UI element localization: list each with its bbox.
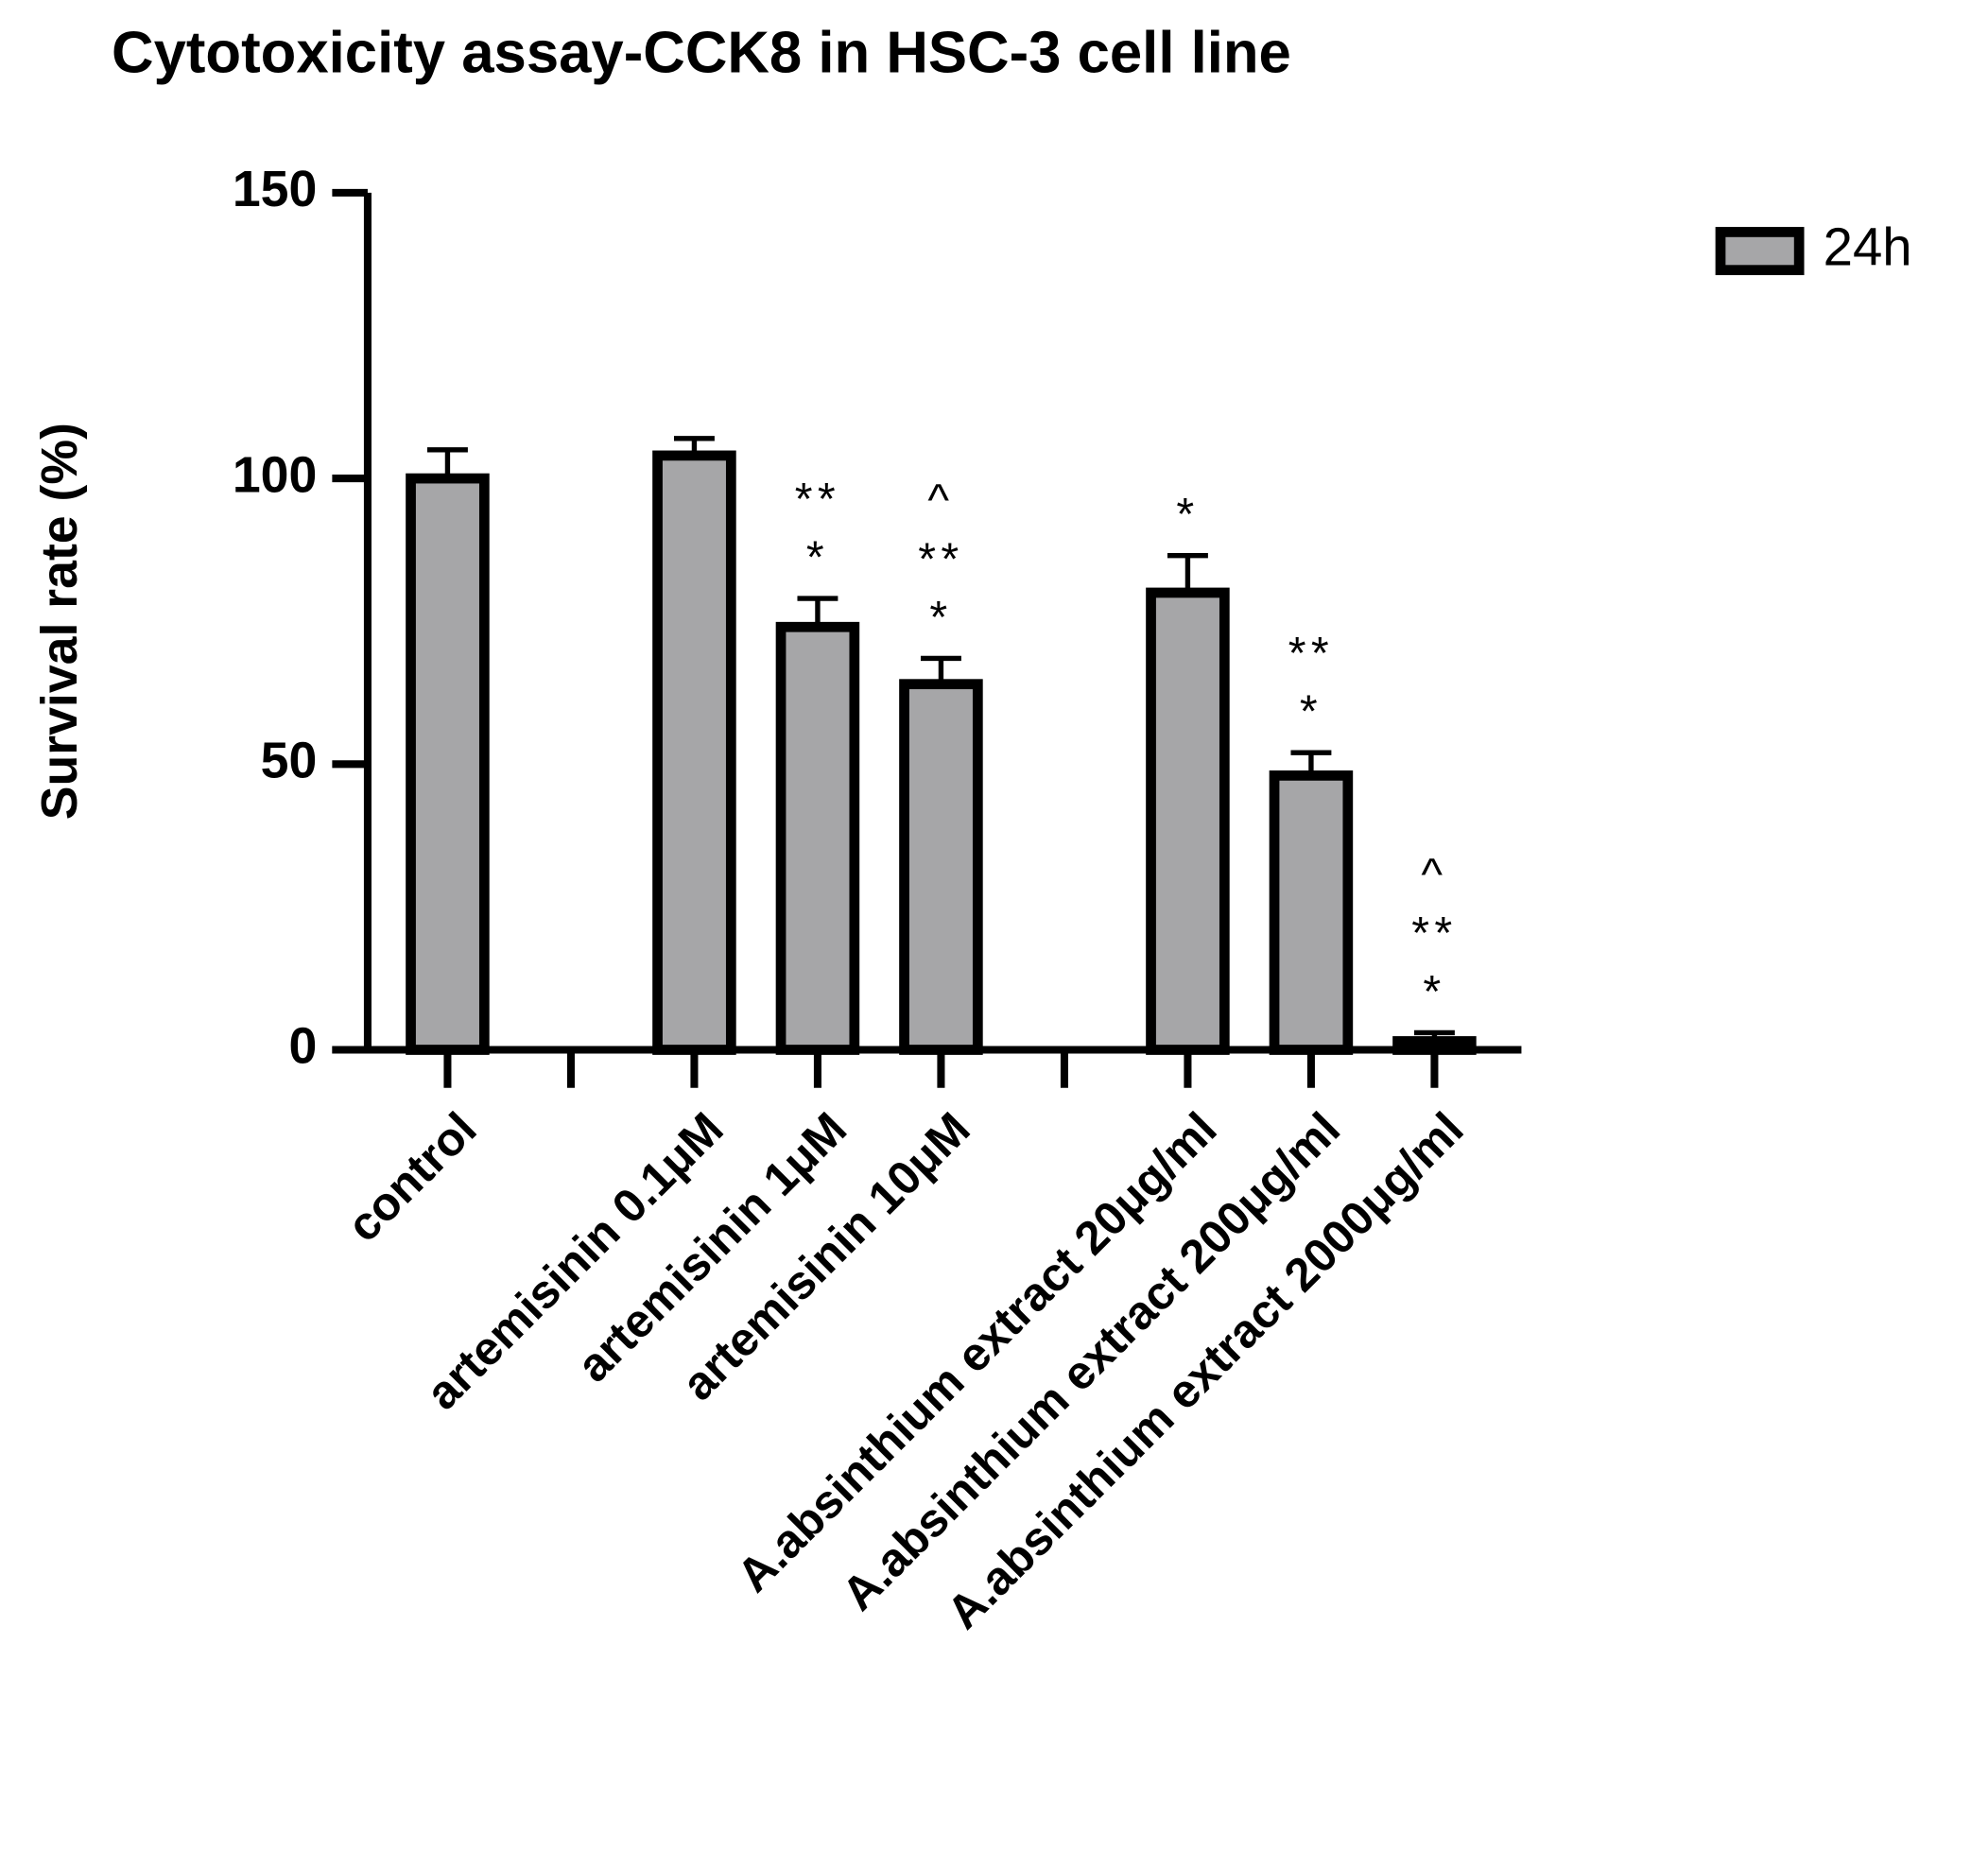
chart-title: Cytotoxicity assay-CCK8 in HSC-3 cell li… [112, 21, 1291, 86]
significance-mark: * [806, 532, 829, 583]
bar [1146, 587, 1230, 1055]
significance-mark: ** [795, 474, 840, 525]
significance-mark: * [1423, 966, 1445, 1017]
significance-mark: ^ [927, 476, 954, 527]
legend-swatch [1715, 227, 1805, 276]
bar [1392, 1036, 1477, 1055]
y-tick-label: 100 [233, 446, 317, 503]
significance-mark: ** [1411, 908, 1457, 959]
significance-mark: * [929, 592, 952, 643]
bar [899, 679, 983, 1055]
significance-mark: * [1300, 686, 1322, 737]
bar [652, 450, 736, 1055]
y-axis-label: Survival rate (%) [31, 423, 88, 820]
significance-mark: ** [1288, 628, 1334, 679]
significance-mark: * [1176, 489, 1199, 540]
y-tick-label: 150 [233, 161, 317, 217]
y-tick-label: 0 [288, 1018, 317, 1075]
significance-mark: ** [918, 533, 963, 584]
x-tick-label: control [337, 1102, 486, 1252]
plot: Cytotoxicity assay-CCK8 in HSC-3 cell li… [31, 21, 1911, 1639]
legend-label: 24h [1824, 216, 1912, 276]
bar [775, 621, 860, 1055]
significance-mark: ^ [1421, 850, 1447, 901]
bar [1269, 770, 1354, 1055]
x-tick-label: A.absinthium extract 2000μg/ml [937, 1102, 1474, 1639]
bar [406, 473, 490, 1055]
y-tick-label: 50 [261, 732, 318, 788]
